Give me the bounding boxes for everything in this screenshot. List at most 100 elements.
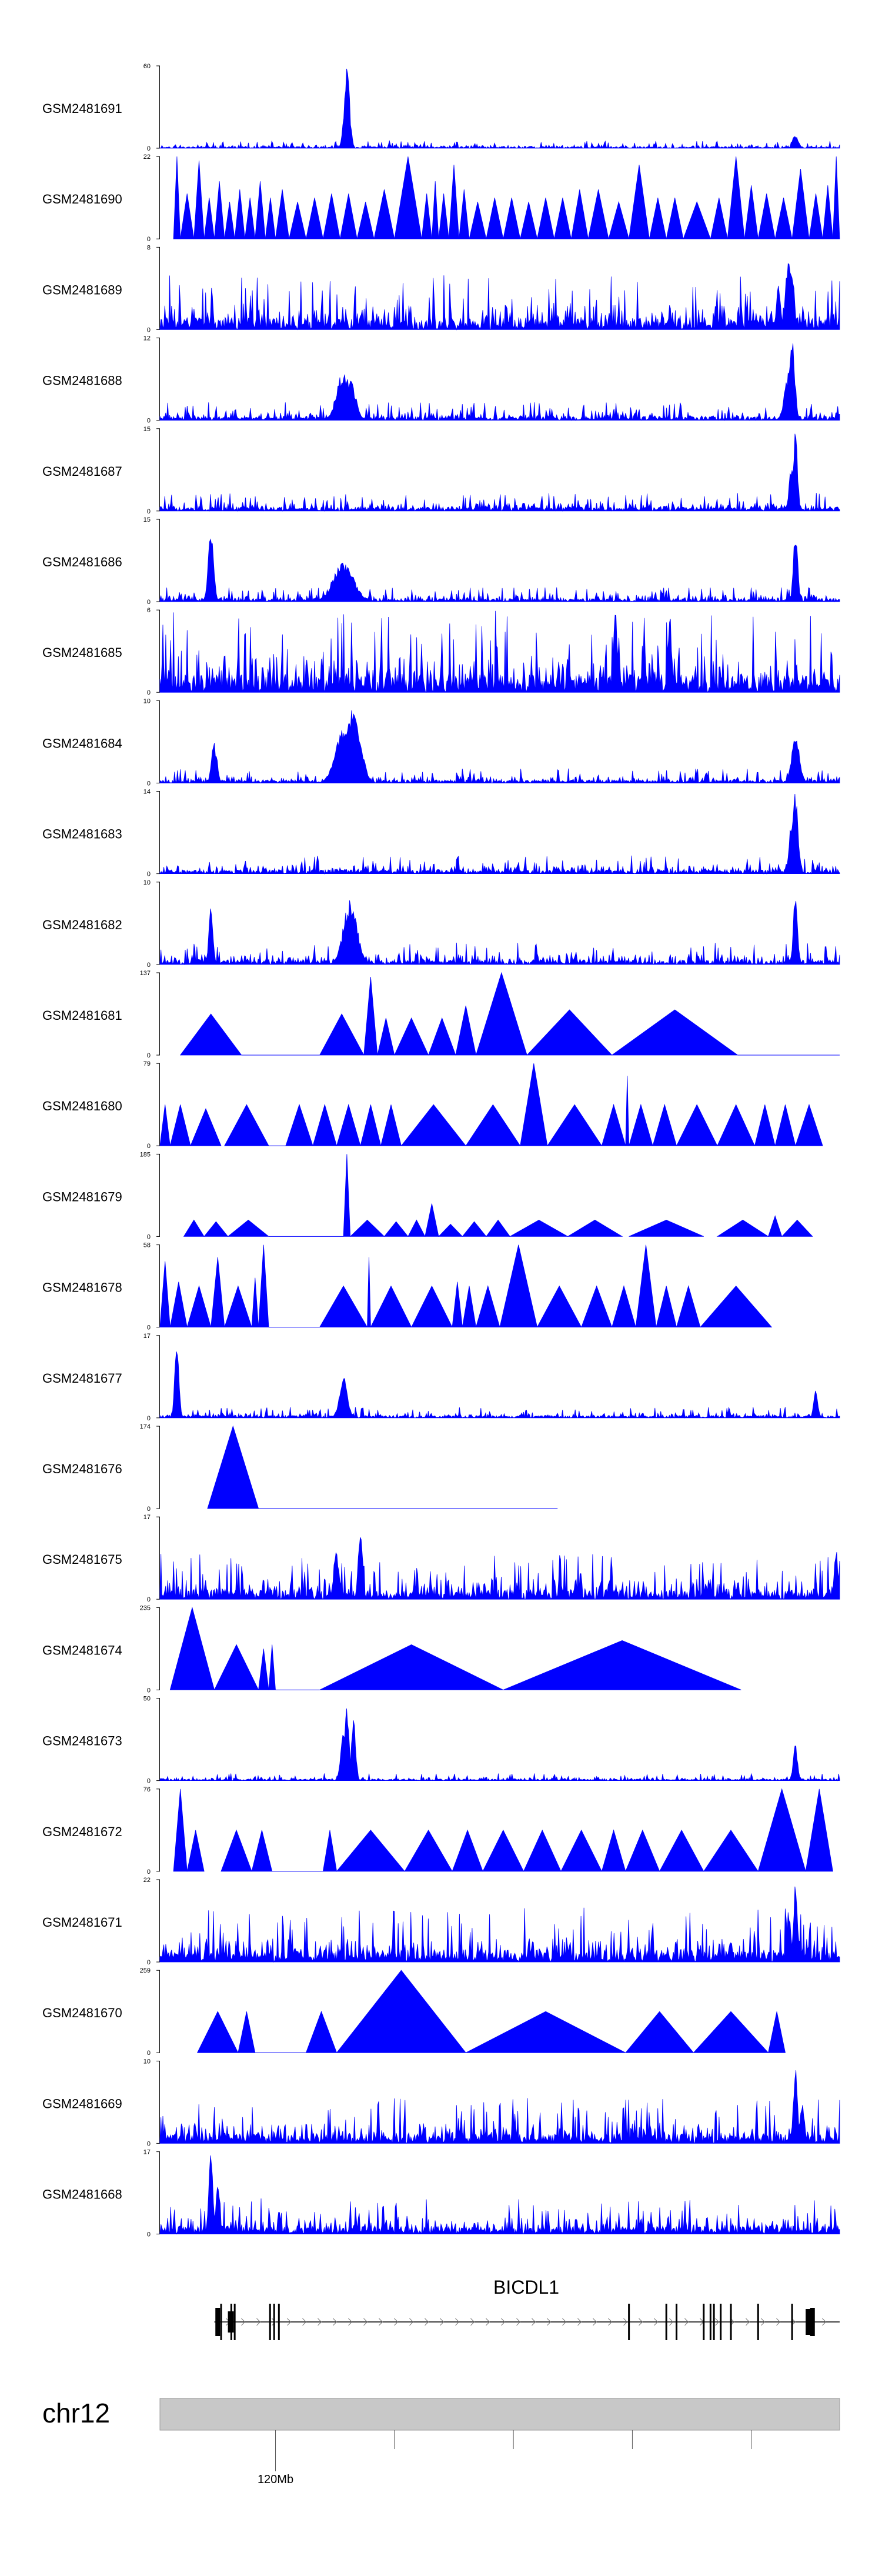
gene-utr-block — [806, 2309, 814, 2335]
gene-exon — [278, 2304, 280, 2340]
coverage-peak — [251, 1830, 273, 1872]
coverage-peak — [438, 193, 449, 239]
coverage-peak — [774, 198, 793, 239]
track-GSM2481677: GSM2481677 17 0 — [42, 1333, 840, 1422]
strand-arrow-icon — [241, 2318, 246, 2326]
strand-arrow-icon — [379, 2318, 383, 2326]
strand-arrow-icon — [776, 2318, 781, 2326]
chromosome-label: chr12 — [42, 2398, 110, 2428]
strand-arrow-icon — [562, 2318, 567, 2326]
coverage-peak — [367, 1257, 371, 1327]
coverage-area — [159, 1708, 840, 1781]
coverage-peak — [319, 1644, 503, 1690]
track-ymax-label: 12 — [143, 335, 151, 342]
track-ymin-label: 0 — [147, 1868, 151, 1876]
coverage-peak — [224, 1285, 252, 1327]
track-ymax-label: 10 — [143, 2058, 151, 2065]
coverage-peak — [781, 1219, 813, 1237]
coverage-peak — [190, 1108, 222, 1146]
coverage-peak — [207, 1425, 259, 1509]
coverage-peak — [611, 1009, 739, 1056]
track-ymin-label: 0 — [147, 145, 151, 152]
coverage-peak — [659, 1829, 704, 1872]
coverage-peak — [791, 169, 810, 239]
strand-arrow-icon — [287, 2318, 292, 2326]
coverage-peak — [404, 1830, 453, 1872]
track-GSM2481676: GSM2481676 174 0 — [42, 1423, 558, 1513]
track-ymax-label: 259 — [140, 1967, 151, 1974]
track-GSM2481683: GSM2481683 14 0 — [42, 789, 840, 878]
coverage-peak — [169, 1282, 188, 1327]
track-label: GSM2481689 — [42, 282, 122, 297]
track-ymin-label: 0 — [147, 871, 151, 878]
coverage-peak — [258, 1244, 269, 1327]
coverage-peak — [336, 1103, 361, 1146]
coverage-peak — [373, 189, 395, 239]
track-ymax-label: 137 — [140, 970, 151, 977]
coverage-peak — [547, 1104, 603, 1146]
track-GSM2481689: GSM2481689 8 0 — [42, 244, 840, 333]
gene-exon — [628, 2304, 630, 2340]
coverage-peak — [822, 185, 833, 239]
strand-arrow-icon — [593, 2318, 597, 2326]
track-ymin-label: 0 — [147, 326, 151, 333]
track-label: GSM2481679 — [42, 1189, 122, 1204]
strand-arrow-icon — [577, 2318, 582, 2326]
track-ymin-label: 0 — [147, 2231, 151, 2238]
coverage-peak — [339, 193, 358, 239]
strand-arrow-icon — [623, 2318, 628, 2326]
coverage-peak — [554, 198, 572, 239]
gene-exon — [215, 2308, 220, 2336]
coverage-peak — [703, 1830, 759, 1872]
coverage-peak — [693, 2011, 769, 2053]
coverage-area — [159, 710, 840, 784]
coverage-peak — [462, 1286, 476, 1327]
track-ymax-label: 15 — [143, 426, 151, 433]
coverage-peak — [224, 1104, 269, 1146]
track-GSM2481673: GSM2481673 50 0 — [42, 1696, 840, 1785]
coverage-peak — [319, 1285, 368, 1327]
strand-arrow-icon — [547, 2318, 552, 2326]
coverage-peak — [180, 193, 195, 239]
coverage-peak — [459, 189, 470, 239]
coverage-peak — [601, 1103, 626, 1146]
coverage-peak — [275, 189, 290, 239]
coverage-peak — [234, 189, 245, 239]
track-ymax-label: 17 — [143, 1514, 151, 1521]
coverage-peak — [421, 193, 432, 239]
strand-arrow-icon — [425, 2318, 429, 2326]
coverage-peak — [356, 202, 375, 239]
coverage-peak — [526, 1009, 613, 1056]
track-ymax-label: 10 — [143, 879, 151, 886]
coverage-peak — [683, 201, 711, 239]
ideogram-tick-label: 120Mb — [258, 2473, 293, 2486]
track-label: GSM2481690 — [42, 192, 122, 206]
strand-arrow-icon — [761, 2318, 766, 2326]
coverage-peak — [656, 1286, 677, 1327]
coverage-peak — [625, 1076, 630, 1146]
track-ymin-label: 0 — [147, 1324, 151, 1332]
coverage-peak — [774, 1105, 796, 1146]
strand-arrow-icon — [669, 2318, 674, 2326]
track-ymin-label: 0 — [147, 780, 151, 787]
coverage-peak — [186, 1285, 212, 1327]
track-ymax-label: 76 — [143, 1786, 151, 1793]
coverage-peak — [652, 1103, 677, 1146]
coverage-peak — [196, 2011, 239, 2053]
coverage-peak — [462, 1221, 487, 1237]
strand-arrow-icon — [822, 2318, 827, 2326]
strand-arrow-icon — [654, 2318, 659, 2326]
track-ymax-label: 79 — [143, 1060, 151, 1067]
coverage-area — [159, 900, 840, 965]
coverage-peak — [466, 2011, 626, 2053]
coverage-peak — [431, 181, 439, 239]
strand-arrow-icon — [470, 2318, 475, 2326]
coverage-area — [159, 1351, 840, 1419]
track-GSM2481669: GSM2481669 10 0 — [42, 2058, 840, 2147]
strand-arrow-icon — [272, 2318, 276, 2326]
track-GSM2481691: GSM2481691 60 0 — [42, 63, 840, 152]
track-label: GSM2481686 — [42, 555, 122, 569]
coverage-peak — [768, 2011, 786, 2053]
coverage-peak — [377, 1017, 395, 1056]
coverage-peak — [238, 2011, 256, 2053]
